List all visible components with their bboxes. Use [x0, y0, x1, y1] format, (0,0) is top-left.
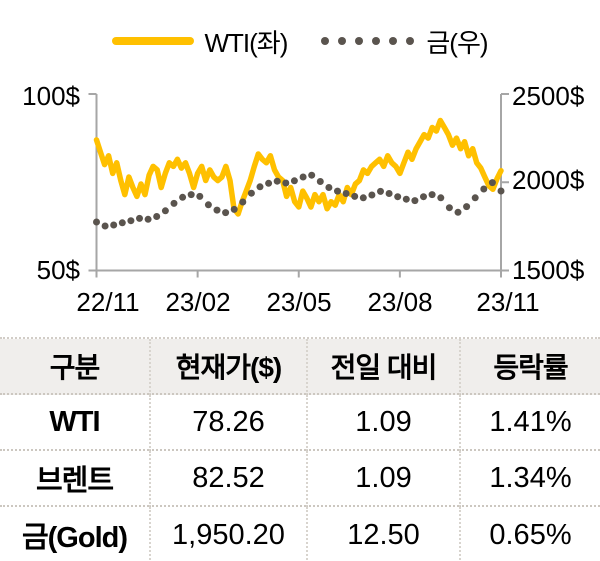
row-brent-price: 82.52 [149, 451, 306, 507]
row-gold-price: 1,950.20 [149, 507, 306, 561]
row-gold-pct: 0.65% [459, 507, 600, 561]
col-header-category: 구분 [0, 339, 149, 395]
row-wti-change: 1.09 [306, 395, 459, 451]
col-header-pct: 등락률 [459, 339, 600, 395]
row-wti-pct: 1.41% [459, 395, 600, 451]
col-header-price: 현재가($) [149, 339, 306, 395]
price-chart: 100$ 50$ 2500$ 2000$ 1500$ 22/11 23/02 2… [22, 81, 585, 317]
col-header-change: 전일 대비 [306, 339, 459, 395]
y-left-tick-50: 50$ [36, 255, 80, 285]
chart-legend: WTI(좌) 금(우) [0, 26, 600, 58]
y-right-tick-2000: 2000$ [512, 165, 585, 195]
gold-dots-swatch-icon [321, 37, 415, 45]
x-tick-label-0: 22/11 [76, 287, 140, 317]
row-wti-price: 78.26 [149, 395, 306, 451]
y-right-tick-2500: 2500$ [512, 81, 585, 111]
row-brent-change: 1.09 [306, 451, 459, 507]
x-tick-label-3: 23/08 [367, 287, 433, 317]
price-chart-svg [88, 93, 509, 278]
y-right-tick-1500: 1500$ [512, 255, 585, 285]
row-gold-name: 금(Gold) [21, 522, 128, 554]
x-tick-label-1: 23/02 [165, 287, 231, 317]
x-tick-label-4: 23/11 [476, 287, 540, 317]
legend-label-wti: WTI(좌) [204, 27, 288, 58]
row-gold-change: 12.50 [306, 507, 459, 561]
price-table: 구분 현재가($) 전일 대비 등락률 WTI 78.26 1.09 1.41%… [0, 337, 600, 561]
row-brent-pct: 1.34% [459, 451, 600, 507]
row-wti-name: WTI [0, 395, 149, 451]
legend-label-gold: 금(우) [426, 27, 488, 58]
row-brent-name: 브렌트 [0, 451, 149, 507]
y-left-tick-100: 100$ [22, 81, 80, 111]
x-tick-label-2: 23/05 [266, 287, 332, 317]
wti-line-swatch-icon [112, 37, 195, 45]
